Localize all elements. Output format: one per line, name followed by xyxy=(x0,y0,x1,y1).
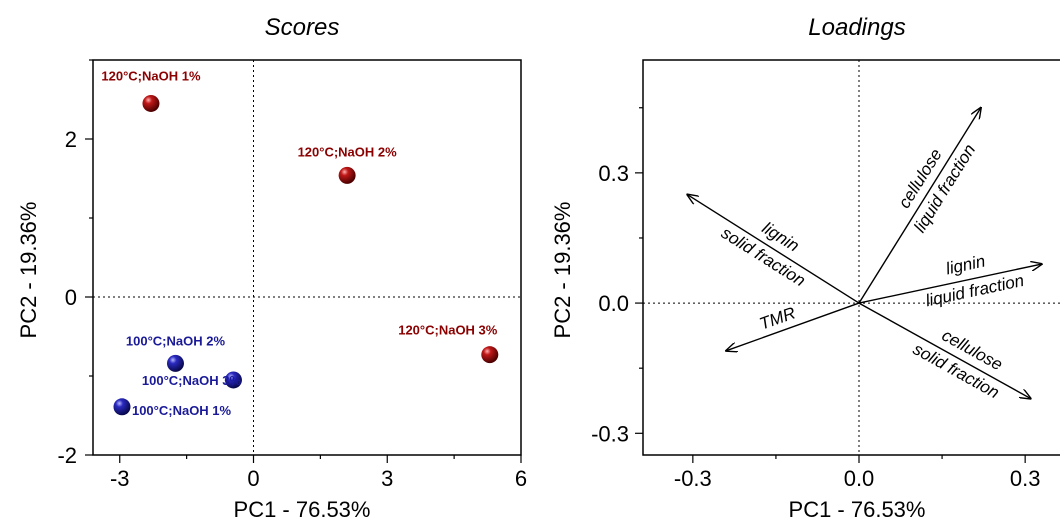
loadings-y-tick-label: 0.3 xyxy=(598,161,629,186)
scores-point xyxy=(113,398,131,416)
loading-vector-arrow xyxy=(858,108,981,304)
loadings-x-tick-label: 0.0 xyxy=(844,466,875,491)
loadings-x-axis-title: PC1 - 76.53% xyxy=(789,497,926,521)
scores-point-label: 120°C;NaOH 3% xyxy=(398,323,498,338)
scores-x-axis-title: PC1 - 76.53% xyxy=(234,497,371,521)
scores-panel: Scores PC1 - 76.53% PC2 - 19.36% -3 0 3 6 -2… xyxy=(16,14,527,521)
loading-vector-label: lignin xyxy=(944,252,987,279)
scores-point xyxy=(481,346,499,364)
scores-title: Scores xyxy=(265,14,340,41)
scores-y-tick-label: 0 xyxy=(65,285,77,310)
scores-point-label: 120°C;NaOH 1% xyxy=(101,68,201,83)
scores-plot-area: -3 0 3 6 -2 0 2 120°C;NaOH 1% 120°C;NaOH 2% 120°C… xyxy=(57,59,527,491)
loadings-panel: Loadings PC1 - 76.53% PC2 - 19.36% -0.3 0… xyxy=(550,14,1060,521)
loading-vector-label: TMR xyxy=(757,303,798,333)
scores-point xyxy=(338,166,356,184)
scores-x-tick-label: 3 xyxy=(381,466,393,491)
loadings-x-tick-label: 0.3 xyxy=(1010,466,1041,491)
scores-x-tick-label: -3 xyxy=(110,466,130,491)
scores-y-axis-title: PC2 - 19.36% xyxy=(16,202,41,339)
loading-vector-arrow xyxy=(726,302,860,351)
scores-point xyxy=(166,354,184,372)
scores-y-tick-label: -2 xyxy=(57,443,77,468)
loading-vector-arrow xyxy=(687,195,860,304)
scores-frame xyxy=(92,59,522,456)
loading-vector-arrow xyxy=(858,302,1031,398)
scores-point-label: 120°C;NaOH 2% xyxy=(298,144,398,159)
scores-point xyxy=(224,371,242,389)
scores-x-tick-label: 6 xyxy=(515,466,527,491)
loading-vector-label: liquid fraction xyxy=(924,271,1026,311)
scores-point xyxy=(142,94,160,112)
scores-point-label: 100°C;NaOH 3% xyxy=(142,373,242,388)
scores-point-label: 100°C;NaOH 2% xyxy=(126,333,226,348)
loadings-y-tick-label: 0.0 xyxy=(598,291,629,316)
loadings-y-tick-label: -0.3 xyxy=(591,421,629,446)
loadings-y-axis-title: PC2 - 19.36% xyxy=(550,202,575,339)
loadings-frame xyxy=(642,59,1060,456)
scores-y-tick-label: 2 xyxy=(65,127,77,152)
loadings-x-tick-label: -0.3 xyxy=(674,466,712,491)
loading-vector-arrow xyxy=(858,264,1042,304)
scores-x-tick-label: 0 xyxy=(247,466,259,491)
scores-point-label: 100°C;NaOH 1% xyxy=(132,403,232,418)
loadings-title: Loadings xyxy=(808,14,905,41)
